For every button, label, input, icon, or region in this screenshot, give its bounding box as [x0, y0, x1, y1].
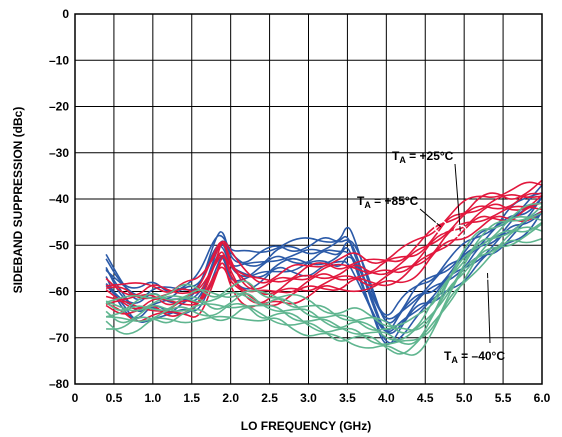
plot-border	[74, 13, 543, 385]
series-line	[106, 226, 543, 346]
annotations: TA = +25°C TA = +85°C TA = –40°C	[357, 149, 505, 365]
x-tick-label: 0.5	[106, 391, 123, 405]
series-line	[105, 216, 543, 332]
y-tick-label: –30	[49, 146, 69, 160]
series-line	[105, 194, 543, 300]
annotation-marker	[434, 220, 448, 234]
y-tick-label: –50	[49, 238, 69, 252]
series-line	[105, 205, 543, 334]
x-tick-label: 1.5	[183, 391, 200, 405]
y-tick-label: –10	[49, 53, 69, 67]
x-axis-title: LO FREQUENCY (GHz)	[241, 419, 371, 433]
series-line	[105, 237, 543, 356]
annotation-label: TA = +25°C	[392, 149, 454, 165]
x-tick-label: 3.0	[300, 391, 317, 405]
y-tick-label: –80	[49, 377, 69, 391]
annotation-leader-line	[487, 272, 491, 344]
x-tick-label: 2.5	[261, 391, 278, 405]
y-axis-title: SIDEBAND SUPPRESSION (dBc)	[11, 107, 25, 294]
y-axis-ticks: 0 –10 –20 –30 –40 –50 –60 –70 –80	[49, 7, 69, 391]
series-line	[105, 179, 543, 297]
series-layer	[105, 179, 543, 356]
x-tick-label: 1.0	[144, 391, 161, 405]
x-tick-label: 4.5	[417, 391, 434, 405]
annotation-label: TA = +85°C	[357, 194, 419, 210]
x-tick-label: 5.5	[495, 391, 512, 405]
series-line	[105, 202, 543, 328]
y-tick-label: –40	[49, 192, 69, 206]
series-line	[105, 210, 543, 322]
x-tick-label: 2.0	[222, 391, 239, 405]
y-tick-label: 0	[62, 7, 69, 21]
series-line	[105, 221, 543, 345]
y-tick-label: –70	[49, 331, 69, 345]
grid-lines	[75, 14, 542, 384]
annotation-marker	[480, 266, 495, 280]
x-tick-label: 3.5	[339, 391, 356, 405]
annotation-label: TA = –40°C	[444, 349, 505, 365]
series-line	[105, 184, 543, 324]
x-tick-label: 4.0	[378, 391, 395, 405]
plot-frame	[74, 13, 543, 385]
x-tick-label: 5.0	[456, 391, 473, 405]
y-tick-label: –20	[49, 100, 69, 114]
annotation-marker	[453, 224, 468, 239]
annotation-leader-line	[454, 163, 461, 232]
x-tick-label: 6.0	[534, 391, 551, 405]
annotation-leader-line	[419, 208, 442, 228]
x-tick-label: 0	[72, 391, 79, 405]
x-axis-ticks: 0 0.5 1.0 1.5 2.0 2.5 3.0 3.5 4.0 4.5 5.0 5.5 6.0	[72, 391, 551, 405]
y-tick-label: –60	[49, 285, 69, 299]
